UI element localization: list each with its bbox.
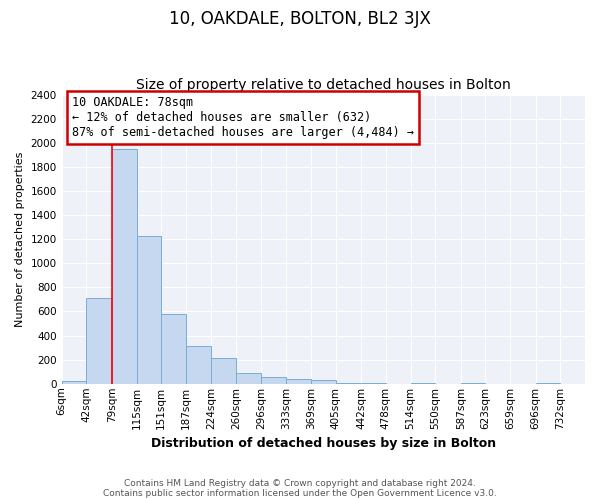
- X-axis label: Distribution of detached houses by size in Bolton: Distribution of detached houses by size …: [151, 437, 496, 450]
- Title: Size of property relative to detached houses in Bolton: Size of property relative to detached ho…: [136, 78, 511, 92]
- Text: Contains HM Land Registry data © Crown copyright and database right 2024.: Contains HM Land Registry data © Crown c…: [124, 478, 476, 488]
- Bar: [211, 358, 236, 384]
- Bar: [137, 236, 161, 384]
- Bar: [261, 377, 286, 384]
- Bar: [461, 383, 485, 384]
- Bar: [236, 373, 261, 384]
- Bar: [536, 383, 560, 384]
- Bar: [112, 149, 137, 384]
- Bar: [86, 298, 111, 384]
- Bar: [286, 379, 311, 384]
- Bar: [161, 314, 186, 384]
- Bar: [186, 346, 211, 384]
- Text: Contains public sector information licensed under the Open Government Licence v3: Contains public sector information licen…: [103, 488, 497, 498]
- Text: 10, OAKDALE, BOLTON, BL2 3JX: 10, OAKDALE, BOLTON, BL2 3JX: [169, 10, 431, 28]
- Bar: [335, 382, 361, 384]
- Bar: [311, 380, 335, 384]
- Text: 10 OAKDALE: 78sqm
← 12% of detached houses are smaller (632)
87% of semi-detache: 10 OAKDALE: 78sqm ← 12% of detached hous…: [72, 96, 414, 139]
- Bar: [410, 382, 435, 384]
- Bar: [62, 382, 86, 384]
- Y-axis label: Number of detached properties: Number of detached properties: [15, 152, 25, 327]
- Bar: [361, 383, 386, 384]
